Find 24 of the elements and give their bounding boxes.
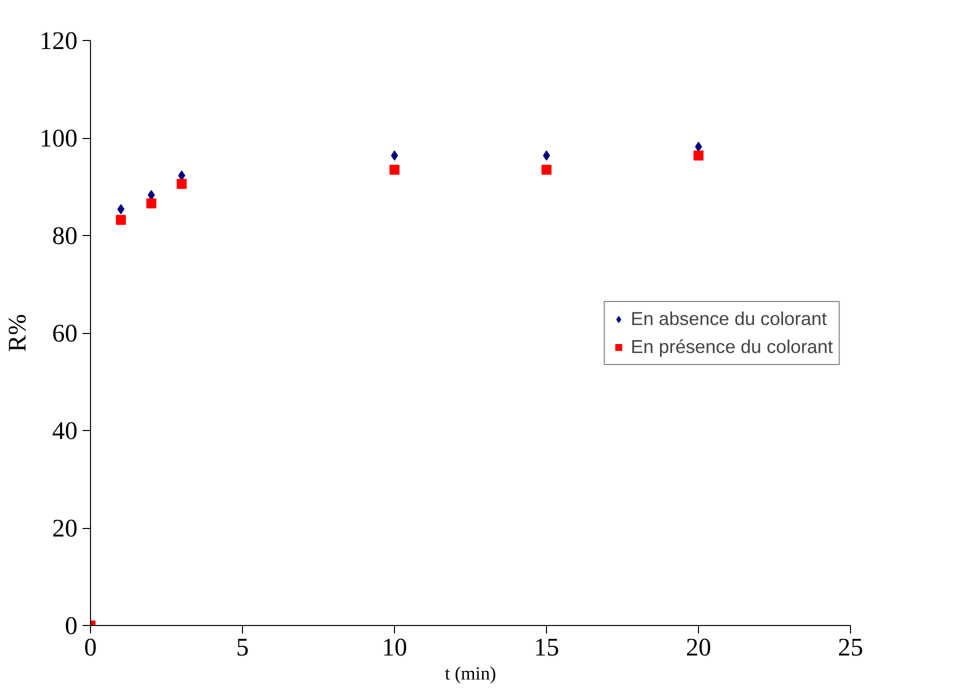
point [390,164,400,175]
y-tick-label: 100 [40,124,78,152]
point [116,214,126,225]
x-tick-label: 15 [534,634,560,662]
point [176,178,187,189]
y-axis-title: R% [4,314,32,352]
point [694,150,704,161]
x-tick-label: 0 [84,634,97,662]
legend-label: En présence du colorant [630,336,833,358]
point [146,198,156,208]
x-tick-label: 5 [236,634,249,662]
x-tick-label: 25 [838,634,864,662]
y-tick-label: 120 [40,27,78,55]
point [117,204,124,214]
y-tick-label: 80 [52,222,78,250]
y-tick-label: 20 [52,514,78,542]
point [542,164,552,175]
legend-label: En absence du colorant [630,308,827,330]
x-tick-label: 10 [382,634,408,662]
y-tick-label: 40 [52,417,78,445]
y-tick-label: 60 [52,320,78,348]
x-tick-label: 20 [686,634,712,662]
x-axis-title: t (min) [444,664,496,684]
y-tick-label: 0 [64,612,78,640]
